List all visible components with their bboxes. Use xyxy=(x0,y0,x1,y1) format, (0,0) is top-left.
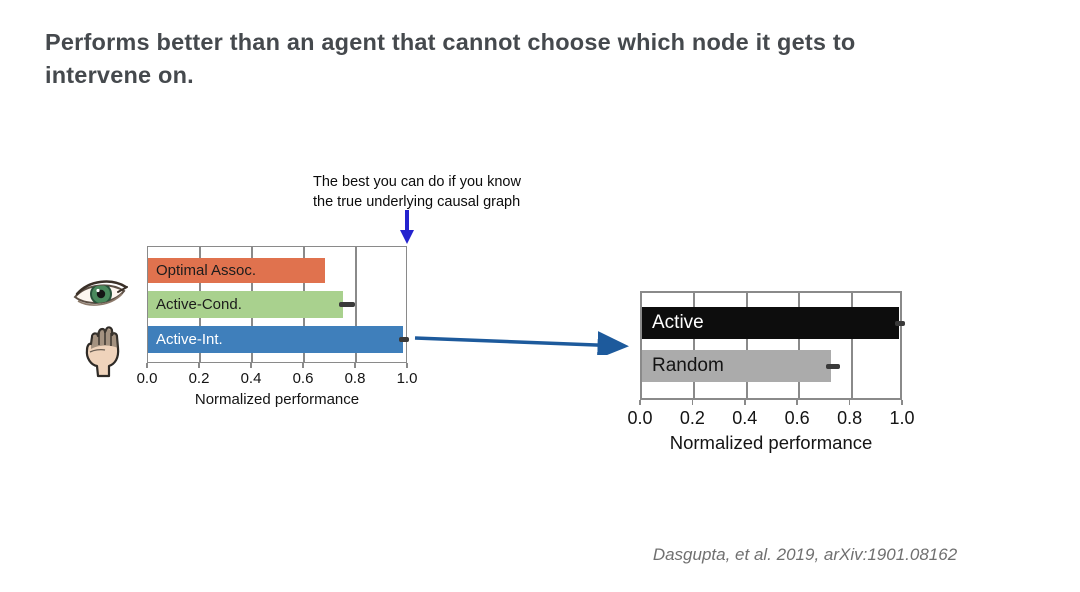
gridline xyxy=(693,293,696,398)
bar-label-active-int: Active-Int. xyxy=(156,331,223,348)
gridline xyxy=(850,293,853,398)
axis-tick xyxy=(639,400,641,405)
bar-active-cond: Active-Cond. xyxy=(148,291,343,318)
axis-tick xyxy=(198,363,200,368)
axis-tick xyxy=(146,363,148,368)
citation: Dasgupta, et al. 2019, arXiv:1901.08162 xyxy=(652,545,958,564)
gridline xyxy=(745,293,748,398)
axis-tick xyxy=(354,363,356,368)
axis-tick-label: 0.0 xyxy=(136,370,158,387)
bar-active-int: Active-Int. xyxy=(148,326,403,353)
x-axis-label: Normalized performance xyxy=(194,391,360,408)
bar-label-active-cond: Active-Cond. xyxy=(156,296,242,313)
bar-random: Random xyxy=(642,350,831,382)
bar-active: Active xyxy=(642,307,899,339)
axis-tick xyxy=(691,400,694,405)
down-arrow-icon xyxy=(400,210,414,244)
axis-tick-label: 0.6 xyxy=(292,370,314,387)
axis-tick-label: 0.6 xyxy=(784,408,810,428)
axis-tick-label: 0.8 xyxy=(837,408,863,428)
error-bar-random xyxy=(826,363,841,369)
error-bar-active-cond xyxy=(339,302,355,307)
x-axis-label: Normalized performance xyxy=(669,432,873,453)
axis-tick-label: 0.2 xyxy=(679,408,705,428)
axis-tick xyxy=(406,363,408,368)
bar-optimal-assoc: Optimal Assoc. xyxy=(148,258,325,283)
axis-tick-label: 0.0 xyxy=(627,408,653,428)
plot-area: Optimal Assoc. Active-Cond. Active-Int. xyxy=(147,246,410,363)
axis-tick-label: 1.0 xyxy=(396,370,418,387)
plot-area: Active Random xyxy=(640,291,906,400)
left-bar-chart: Optimal Assoc. Active-Cond. Active-Int. 0.0… xyxy=(137,246,417,416)
error-bar-active xyxy=(894,320,906,326)
axis-tick-label: 0.8 xyxy=(344,370,366,387)
bar-label-active: Active xyxy=(652,312,704,333)
axis-tick xyxy=(744,400,746,405)
eye-icon xyxy=(73,280,128,306)
right-bar-chart: Active Random 0.0 0.2 0.4 0.6 0.8 1.0 Normalized… xyxy=(627,291,915,466)
bar-label-optimal-assoc: Optimal Assoc. xyxy=(156,262,257,279)
annotation-text: The best you can do if you know the true… xyxy=(313,174,521,210)
axis-tick xyxy=(796,400,798,405)
error-bar-active-int xyxy=(398,337,410,342)
gridline xyxy=(355,247,357,362)
axis-tick-label: 1.0 xyxy=(889,408,915,428)
axis-tick-label: 0.2 xyxy=(188,370,210,387)
axis-tick xyxy=(901,400,903,405)
axis-tick xyxy=(848,400,851,405)
bar-label-random: Random xyxy=(652,355,724,376)
right-arrow-icon xyxy=(414,331,629,355)
axis-tick xyxy=(250,363,252,368)
axis-tick-label: 0.4 xyxy=(732,408,758,428)
axis-tick xyxy=(302,363,304,368)
slide-title: Performs better than an agent that canno… xyxy=(45,29,856,88)
gridline xyxy=(798,293,801,398)
hand-icon xyxy=(85,326,120,378)
axis-tick-label: 0.4 xyxy=(240,370,262,387)
